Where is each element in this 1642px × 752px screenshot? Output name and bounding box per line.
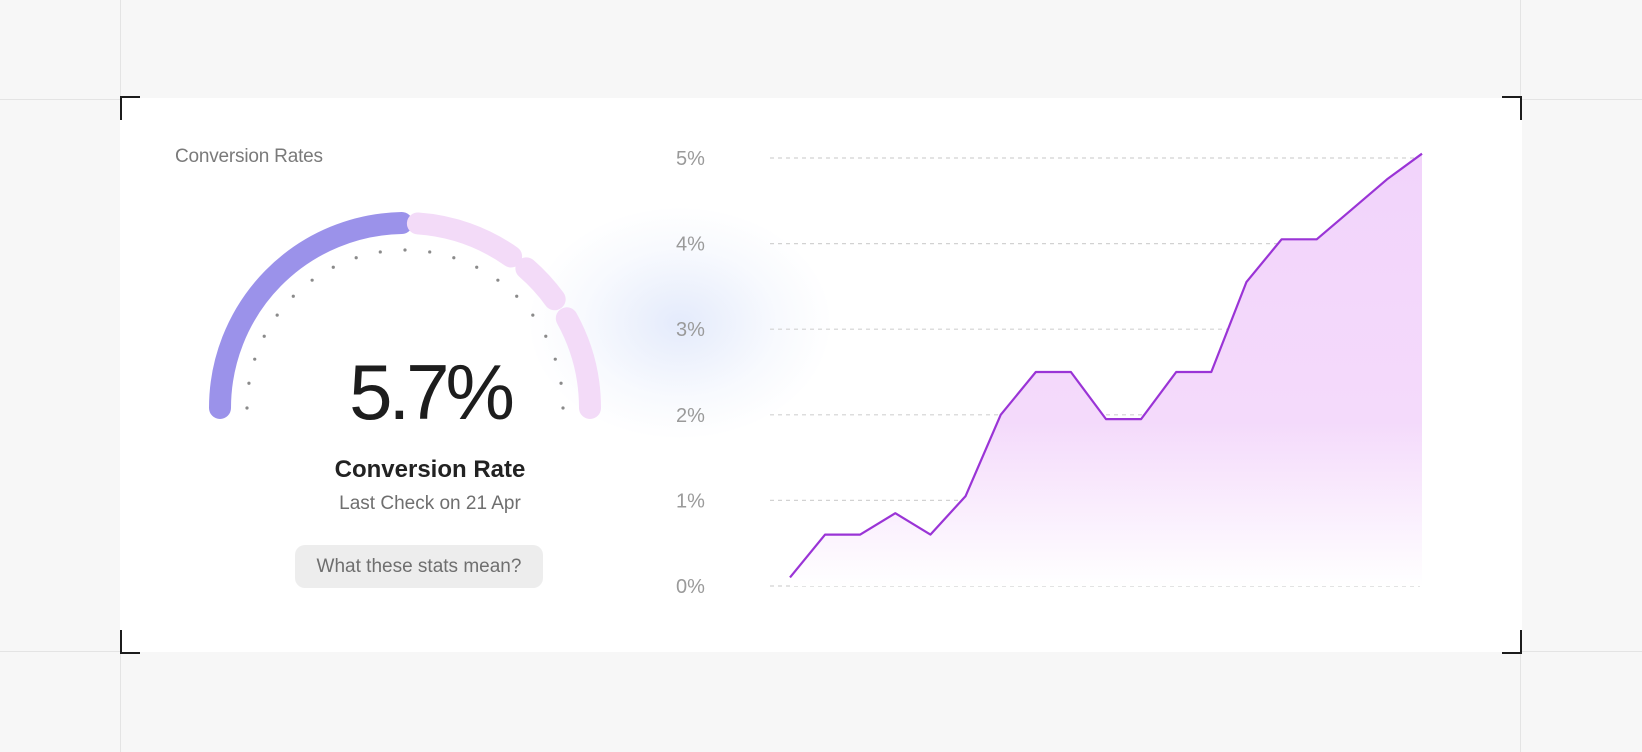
gauge-tick	[275, 313, 279, 317]
gauge-tick	[354, 256, 358, 260]
gauge-remaining-arc-3	[555, 307, 601, 419]
y-tick-label: 5%	[676, 148, 705, 170]
gauge	[209, 212, 601, 419]
gauge-tick	[245, 406, 249, 410]
section-title: Conversion Rates	[175, 146, 323, 167]
corner-mark-top-left	[120, 96, 140, 120]
gauge-ticks	[245, 248, 565, 410]
gauge-tick	[331, 265, 335, 269]
gauge-filled-arc	[209, 212, 413, 419]
gauge-arcs	[209, 212, 601, 419]
gauge-tick	[452, 256, 456, 260]
gauge-tick	[262, 334, 266, 338]
gauge-remaining-arc-1	[406, 212, 523, 268]
gauge-tick	[515, 294, 519, 298]
y-tick-label: 3%	[676, 319, 705, 341]
corner-mark-top-right	[1502, 96, 1522, 120]
series-area	[790, 153, 1422, 586]
gauge-label: Conversion Rate	[334, 456, 526, 483]
line-chart: 0% 1% 2% 3% 4% 5%	[676, 148, 1423, 598]
gauge-tick	[475, 265, 479, 269]
gauge-tick	[496, 278, 500, 282]
gauge-tick	[561, 406, 565, 410]
gauge-tick	[310, 278, 314, 282]
gauge-tick	[544, 334, 548, 338]
gauge-tick	[559, 381, 563, 385]
corner-mark-bottom-left	[120, 630, 140, 654]
gauge-tick	[428, 250, 432, 254]
conversion-card: Conversion Rates 5.7% Conversion Rate La…	[120, 98, 1522, 652]
gauge-tick	[253, 357, 257, 361]
gauge-tick	[531, 313, 535, 317]
y-tick-label: 1%	[676, 490, 705, 512]
gauge-tick	[247, 381, 251, 385]
y-tick-label: 2%	[676, 405, 705, 427]
y-tick-label: 0%	[676, 576, 705, 598]
gauge-value: 5.7%	[349, 348, 515, 436]
gauge-tick	[378, 250, 382, 254]
chart-y-axis-labels: 0% 1% 2% 3% 4% 5%	[676, 148, 705, 598]
stats-info-button[interactable]: What these stats mean?	[295, 545, 543, 588]
chart-series	[789, 152, 1423, 586]
gauge-tick	[291, 294, 295, 298]
gauge-tick	[403, 248, 407, 252]
gauge-remaining-arc-2	[515, 257, 566, 311]
y-tick-label: 4%	[676, 234, 705, 256]
corner-mark-bottom-right	[1502, 630, 1522, 654]
gauge-subtitle: Last Check on 21 Apr	[339, 493, 521, 514]
gauge-tick	[553, 357, 557, 361]
